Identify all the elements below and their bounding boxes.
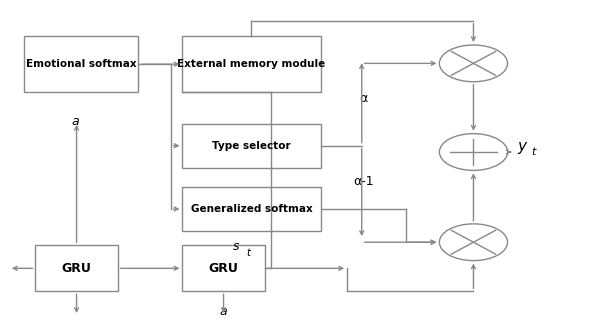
FancyBboxPatch shape bbox=[182, 123, 320, 168]
FancyBboxPatch shape bbox=[23, 36, 139, 92]
Text: GRU: GRU bbox=[209, 262, 238, 275]
Text: y: y bbox=[518, 139, 527, 154]
Text: a: a bbox=[71, 115, 79, 128]
FancyBboxPatch shape bbox=[35, 245, 118, 291]
Text: t: t bbox=[531, 147, 535, 157]
Text: a: a bbox=[220, 305, 227, 318]
Text: Emotional softmax: Emotional softmax bbox=[26, 59, 136, 69]
Circle shape bbox=[439, 45, 508, 82]
FancyBboxPatch shape bbox=[182, 245, 265, 291]
Text: α-1: α-1 bbox=[353, 175, 374, 188]
Text: Type selector: Type selector bbox=[212, 141, 291, 151]
Circle shape bbox=[439, 224, 508, 261]
FancyBboxPatch shape bbox=[182, 36, 320, 92]
Text: GRU: GRU bbox=[62, 262, 91, 275]
Circle shape bbox=[439, 134, 508, 170]
Text: t: t bbox=[246, 248, 250, 258]
Text: External memory module: External memory module bbox=[178, 59, 326, 69]
Text: s: s bbox=[232, 240, 239, 253]
FancyBboxPatch shape bbox=[182, 187, 320, 231]
Text: Generalized softmax: Generalized softmax bbox=[191, 204, 313, 214]
Text: α: α bbox=[359, 91, 367, 105]
